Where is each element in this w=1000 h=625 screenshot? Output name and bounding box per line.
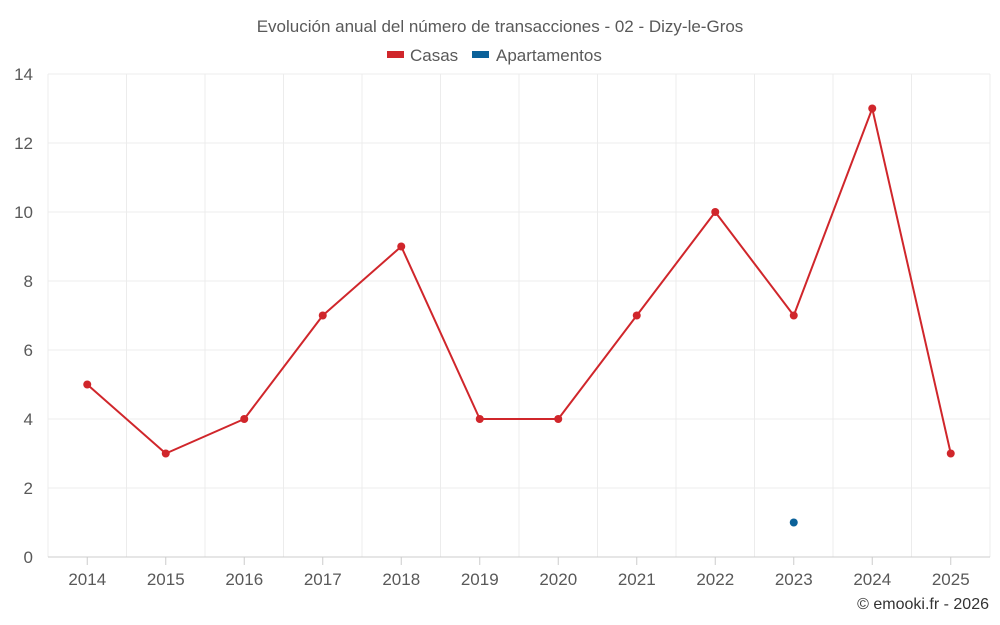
chart-title: Evolución anual del número de transaccio… <box>257 17 744 36</box>
y-tick-label: 12 <box>14 134 33 153</box>
legend-label-casas[interactable]: Casas <box>410 46 458 65</box>
x-tick-label: 2025 <box>932 570 970 589</box>
data-point-casas[interactable] <box>161 449 170 458</box>
series-line-casas <box>86 107 952 455</box>
data-point-apartamentos[interactable] <box>789 518 798 527</box>
data-point-casas[interactable] <box>240 415 249 423</box>
data-point-casas[interactable] <box>789 311 798 320</box>
data-point-casas[interactable] <box>711 208 720 216</box>
y-tick-label: 10 <box>14 203 33 222</box>
legend-label-apartamentos[interactable]: Apartamentos <box>496 46 602 65</box>
data-point-casas[interactable] <box>632 311 641 320</box>
data-point-casas[interactable] <box>475 415 484 423</box>
series-casas <box>83 104 955 458</box>
x-tick-label: 2022 <box>696 570 734 589</box>
y-axis-ticks: 0 2 4 6 8 10 12 14 <box>14 65 33 567</box>
y-tick-label: 2 <box>24 479 33 498</box>
data-point-casas[interactable] <box>554 415 563 423</box>
data-point-casas[interactable] <box>397 242 406 251</box>
x-tick-label: 2015 <box>147 570 185 589</box>
data-point-casas[interactable] <box>946 449 955 458</box>
legend-swatch-casas[interactable] <box>387 51 404 58</box>
credit-text: © emooki.fr - 2026 <box>857 596 989 613</box>
x-axis-ticks: 2014 2015 2016 2017 2018 2019 2020 2021 2022 2023… <box>68 557 970 589</box>
x-tick-label: 2016 <box>225 570 263 589</box>
series <box>83 104 955 527</box>
y-tick-label: 8 <box>24 272 33 291</box>
gridlines <box>47 73 991 558</box>
x-tick-label: 2023 <box>775 570 813 589</box>
x-tick-label: 2021 <box>618 570 656 589</box>
x-tick-label: 2020 <box>539 570 577 589</box>
legend-swatch-apartamentos[interactable] <box>472 51 489 58</box>
x-tick-label: 2014 <box>68 570 106 589</box>
x-tick-label: 2019 <box>461 570 499 589</box>
x-tick-label: 2018 <box>382 570 420 589</box>
y-tick-label: 0 <box>24 548 33 567</box>
data-point-casas[interactable] <box>83 380 92 389</box>
series-apartamentos <box>789 518 798 527</box>
data-point-casas[interactable] <box>868 104 877 113</box>
legend: Casas Apartamentos <box>387 46 602 65</box>
y-tick-label: 14 <box>14 65 33 84</box>
y-tick-label: 6 <box>24 341 33 360</box>
data-point-casas[interactable] <box>318 311 327 320</box>
x-tick-label: 2017 <box>304 570 342 589</box>
y-tick-label: 4 <box>24 410 33 429</box>
x-tick-label: 2024 <box>853 570 891 589</box>
